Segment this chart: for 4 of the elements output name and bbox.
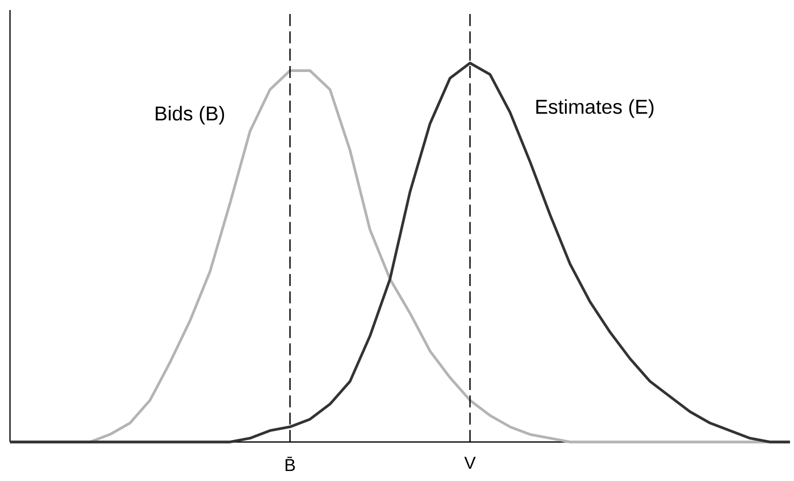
- series-label: Bids (B): [156, 106, 224, 124]
- text: B̄: [286, 456, 295, 472]
- series-label: Estimates (E): [536, 99, 654, 118]
- text: V: [464, 456, 476, 469]
